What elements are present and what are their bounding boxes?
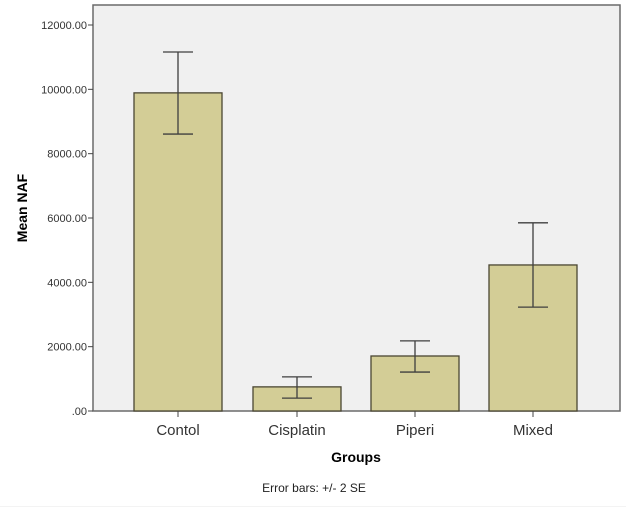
error-bar bbox=[282, 376, 312, 399]
x-tick-label: Cisplatin bbox=[268, 422, 326, 439]
y-axis-title: Mean NAF bbox=[14, 173, 30, 242]
y-tick-label: 4000.00 bbox=[47, 277, 87, 289]
y-tick-label: .00 bbox=[72, 406, 87, 418]
x-axis-title: Groups bbox=[331, 449, 381, 465]
bar-contol bbox=[133, 92, 223, 412]
x-axis: Contol Cisplatin Piperi Mixed bbox=[156, 411, 553, 439]
y-tick-label: 6000.00 bbox=[47, 213, 87, 225]
error-bar bbox=[518, 222, 548, 308]
y-tick-label: 12000.00 bbox=[41, 20, 87, 32]
error-bar bbox=[163, 51, 193, 135]
y-axis: .00 2000.00 4000.00 6000.00 8000.00 10000.00 1… bbox=[41, 20, 93, 418]
error-bars-note: Error bars: +/- 2 SE bbox=[262, 481, 366, 495]
error-bar bbox=[400, 340, 430, 373]
y-tick-label: 2000.00 bbox=[47, 342, 87, 354]
x-tick-label: Contol bbox=[156, 422, 199, 439]
y-tick-label: 10000.00 bbox=[41, 84, 87, 96]
x-tick-label: Mixed bbox=[513, 422, 553, 439]
x-tick-label: Piperi bbox=[396, 422, 434, 439]
footer-strip bbox=[0, 506, 626, 532]
y-tick-label: 8000.00 bbox=[47, 149, 87, 161]
